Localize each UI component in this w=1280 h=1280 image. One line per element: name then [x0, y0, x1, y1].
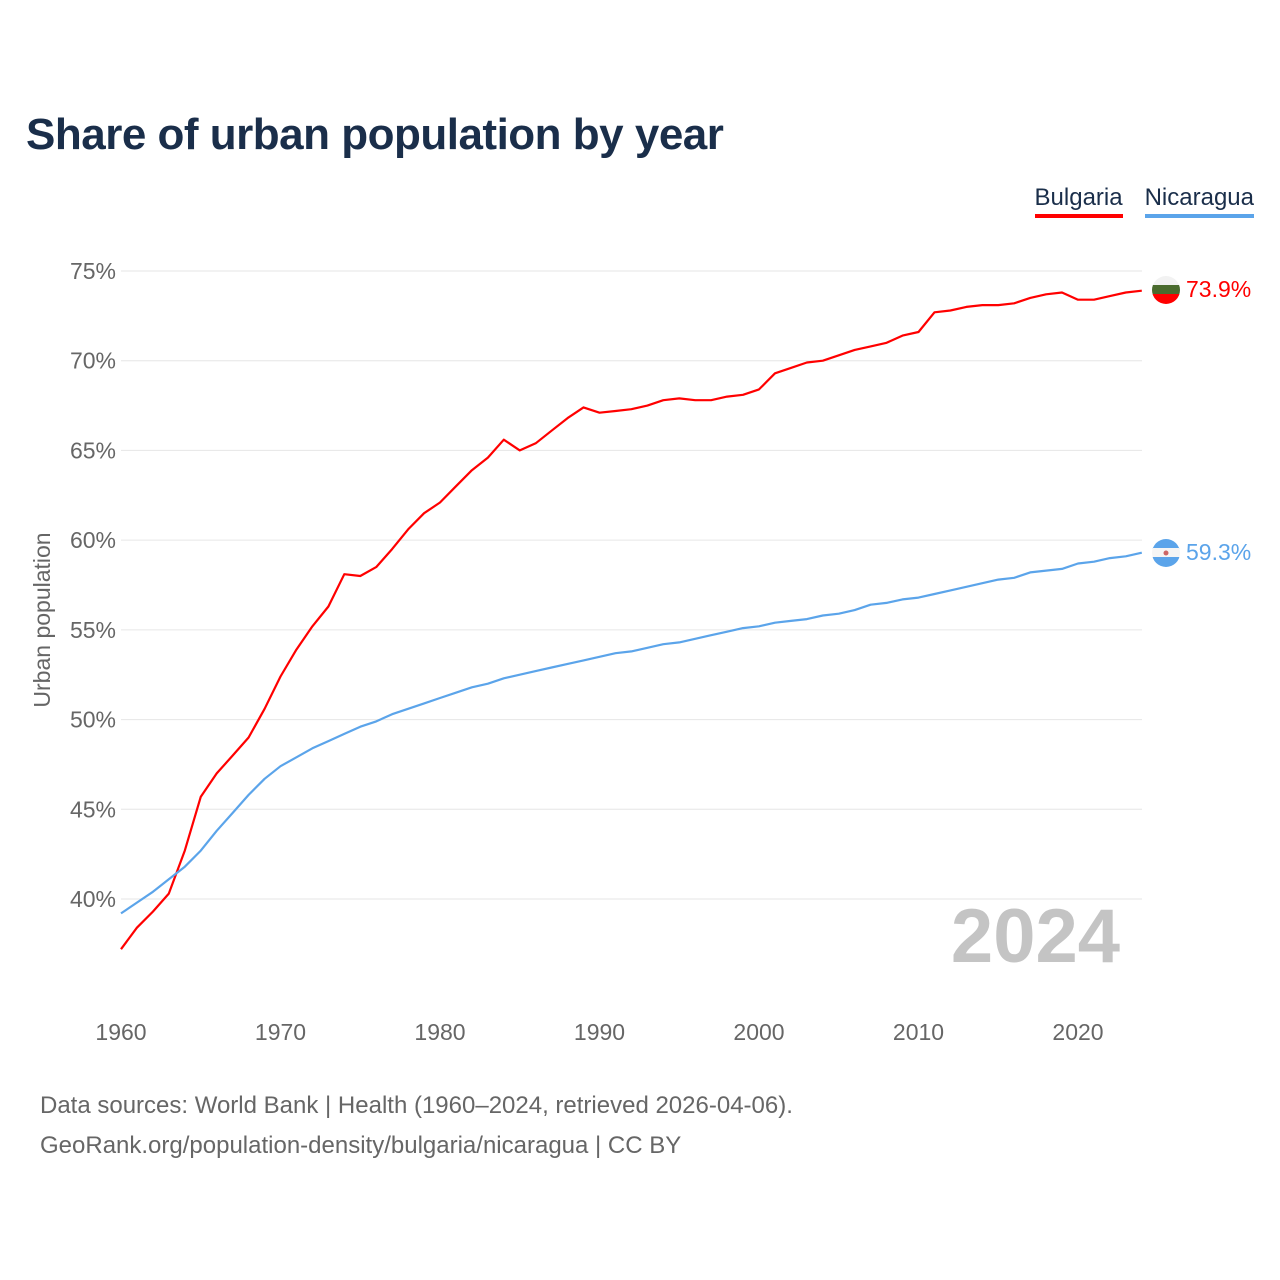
x-tick-label: 2020 — [1052, 1019, 1103, 1045]
y-tick-label: 45% — [70, 796, 116, 822]
y-tick-label: 75% — [70, 258, 116, 284]
year-watermark: 2024 — [951, 894, 1120, 979]
y-tick-label: 50% — [70, 707, 116, 733]
flag-bulgaria-icon — [1152, 276, 1180, 304]
data-sources: Data sources: World Bank | Health (1960–… — [40, 1092, 793, 1119]
footer: Data sources: World Bank | Health (1960–… — [40, 1086, 793, 1166]
y-tick-label: 70% — [70, 348, 116, 374]
y-axis-label: Urban population — [29, 532, 55, 707]
end-label-nicaragua: 59.3% — [1186, 539, 1251, 565]
flag-nicaragua-icon — [1152, 539, 1180, 567]
y-tick-label: 55% — [70, 617, 116, 643]
source-link[interactable]: GeoRank.org/population-density/bulgaria/… — [40, 1132, 682, 1159]
y-tick-label: 40% — [70, 886, 116, 912]
x-tick-label: 2000 — [733, 1019, 784, 1045]
chart-title: Share of urban population by year — [26, 110, 724, 159]
x-tick-label: 1970 — [255, 1019, 306, 1045]
y-tick-label: 65% — [70, 437, 116, 463]
y-tick-label: 60% — [70, 527, 116, 553]
legend-item-nicaragua[interactable]: Nicaragua — [1144, 184, 1254, 218]
legend-item-bulgaria[interactable]: Bulgaria — [1034, 184, 1123, 218]
x-tick-label: 1990 — [574, 1019, 625, 1045]
x-tick-label: 2010 — [893, 1019, 944, 1045]
x-tick-label: 1960 — [95, 1019, 146, 1045]
legend: Bulgaria Nicaragua — [1034, 184, 1254, 218]
x-tick-label: 1980 — [414, 1019, 465, 1045]
end-label-bulgaria: 73.9% — [1186, 276, 1251, 302]
series-line-nicaragua[interactable] — [120, 551, 1143, 915]
series-line-bulgaria[interactable] — [120, 289, 1142, 950]
